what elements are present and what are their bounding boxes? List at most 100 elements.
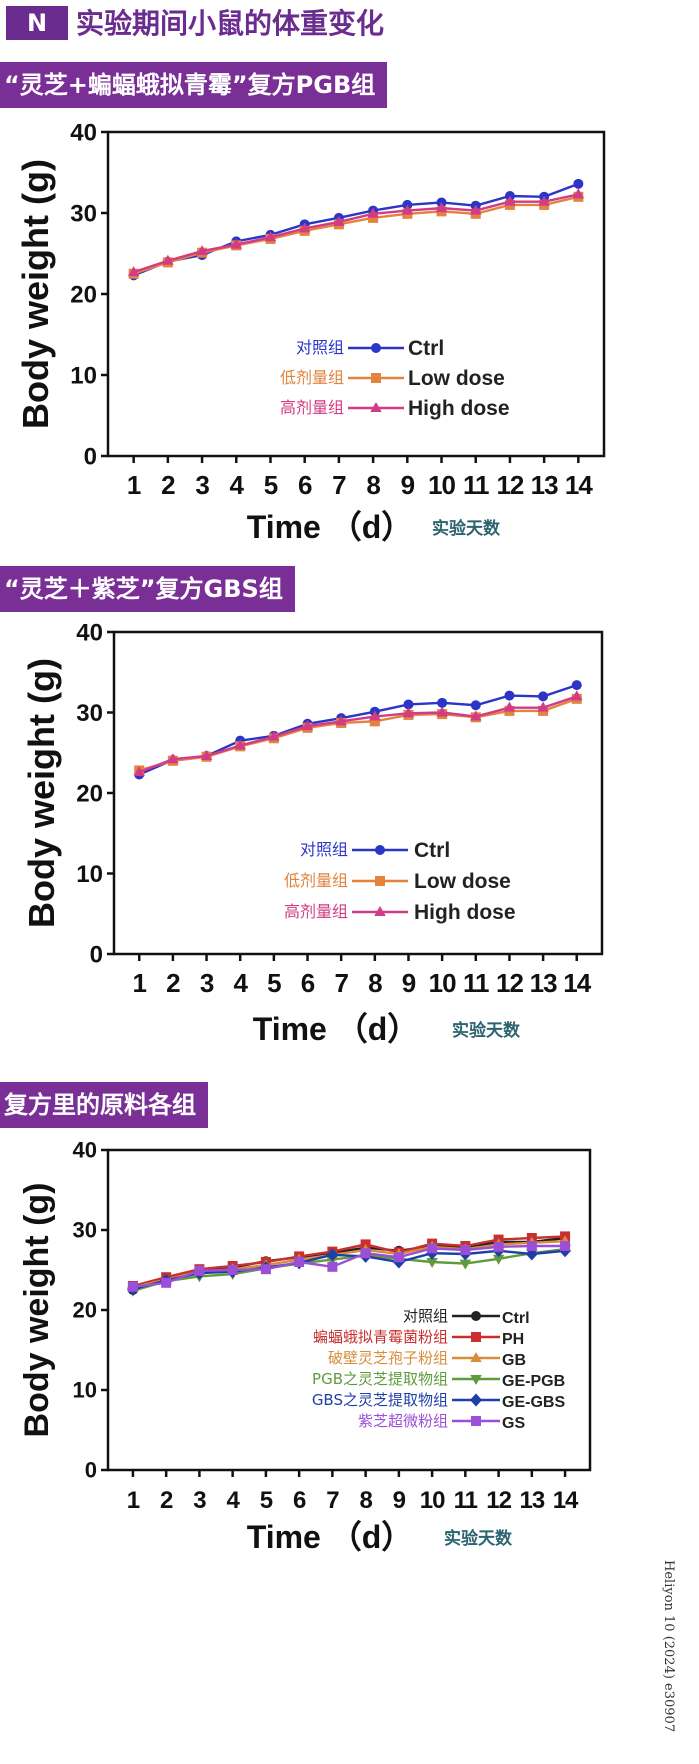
legend-marker (375, 876, 385, 886)
legend-cn-label: 高剂量组 (284, 902, 348, 921)
legend-cn-label: 紫芝超微粉组 (358, 1412, 448, 1430)
y-tick-label: 30 (73, 1218, 97, 1243)
x-axis-note: 实验天数 (444, 1528, 513, 1549)
series-line (132, 1248, 566, 1292)
data-point (200, 749, 213, 760)
x-tick-label: 14 (565, 470, 593, 500)
legend-series-name: GS (502, 1415, 525, 1432)
legend-marker (370, 402, 382, 412)
data-point (504, 690, 515, 701)
x-tick-label: 7 (334, 968, 348, 998)
legend-marker (471, 1332, 481, 1342)
series-gb (127, 1235, 571, 1292)
x-tick-label: 1 (127, 470, 141, 500)
legend-series-name: Ctrl (502, 1310, 530, 1327)
data-point (360, 1248, 371, 1259)
data-point (560, 1241, 571, 1251)
data-point (538, 195, 550, 206)
data-point (368, 212, 379, 223)
y-tick-label: 20 (76, 780, 103, 807)
legend-marker (470, 1393, 482, 1407)
chart-gbs: 0 10 20 30 40 1 2 3 4 5 6 7 8 9 10 11 12 13 14 Body weight … (0, 612, 699, 1068)
x-tick-label: 1 (133, 968, 147, 998)
series-high-dose (127, 188, 585, 277)
y-tick-label: 20 (73, 1298, 97, 1323)
x-tick-label: 14 (553, 1487, 579, 1514)
x-tick-label: 2 (166, 968, 180, 998)
legend-cn-label: 对照组 (300, 840, 348, 859)
x-tick-label: 5 (267, 968, 281, 998)
data-point (572, 188, 585, 199)
x-tick-label: 10 (429, 968, 456, 998)
legend-cn-label: 对照组 (296, 338, 344, 357)
x-tick-label: 3 (200, 968, 214, 998)
x-tick-label: 12 (496, 968, 523, 998)
x-tick-label: 6 (298, 470, 312, 500)
x-axis-label: Time （d） (247, 509, 414, 545)
data-point (435, 202, 448, 213)
x-tick-label: 5 (260, 1487, 273, 1514)
x-tick-label: 14 (563, 968, 591, 998)
series-line (132, 1244, 566, 1288)
legend-cn-label: 低剂量组 (280, 368, 344, 387)
series-line (133, 195, 579, 275)
x-tick-label: 12 (496, 470, 523, 500)
data-point (133, 766, 145, 777)
data-point (436, 706, 448, 717)
figure-title: 实验期间小鼠的体重变化 (76, 7, 385, 40)
data-point (503, 701, 516, 712)
data-point (264, 231, 277, 242)
series-gs (127, 1241, 571, 1292)
x-tick-label: 2 (161, 470, 175, 500)
series-line (138, 695, 578, 774)
panel-badge: N (6, 6, 68, 40)
x-tick-label: 12 (486, 1487, 511, 1514)
series-line (132, 1235, 566, 1288)
series-ctrl (127, 1233, 571, 1295)
data-point (326, 1248, 339, 1262)
data-point (493, 1241, 504, 1252)
y-tick-label: 10 (76, 861, 103, 888)
x-tick-label: 1 (127, 1487, 140, 1514)
legend-marker (375, 845, 385, 855)
legend-marker (471, 1416, 481, 1426)
data-point (234, 739, 246, 750)
x-tick-label: 7 (326, 1487, 339, 1514)
legend-marker (371, 343, 381, 353)
journal-credit: Heliyon 10 (2024) e30907 (661, 1560, 676, 1733)
legend-marker (471, 1311, 481, 1321)
data-point (538, 691, 549, 702)
y-tick-label: 30 (70, 200, 97, 227)
x-tick-label: 4 (226, 1487, 240, 1514)
x-tick-label: 6 (293, 1487, 306, 1514)
x-tick-label: 8 (359, 1487, 372, 1514)
plot-frame (112, 630, 604, 956)
data-point (127, 1281, 138, 1292)
data-point (298, 222, 311, 233)
data-point (393, 1252, 404, 1263)
legend-cn-label: 高剂量组 (280, 398, 344, 417)
legend-series-name: Low dose (408, 367, 505, 390)
x-tick-label: 9 (402, 968, 416, 998)
data-point (196, 245, 208, 256)
x-tick-label: 11 (454, 1487, 478, 1514)
x-tick-label: 13 (519, 1487, 544, 1514)
x-tick-label: 4 (233, 968, 248, 998)
data-point (571, 690, 583, 701)
data-point (426, 1258, 438, 1268)
data-point (469, 204, 482, 215)
section-label-gbs: “灵芝＋紫芝”复方GBS组 (0, 566, 295, 612)
x-tick-label: 4 (230, 470, 245, 500)
data-point (327, 1261, 338, 1272)
data-point (401, 204, 414, 215)
legend-series-name: GE-PGB (502, 1373, 565, 1390)
legend-series-name: Ctrl (408, 337, 444, 360)
y-tick-label: 0 (90, 941, 103, 968)
data-point (403, 699, 414, 710)
data-point (260, 1264, 271, 1275)
data-point (470, 710, 482, 721)
legend-cn-label: 蝙蝠蛾拟青霉菌粉组 (313, 1328, 448, 1346)
series-line (133, 193, 579, 274)
